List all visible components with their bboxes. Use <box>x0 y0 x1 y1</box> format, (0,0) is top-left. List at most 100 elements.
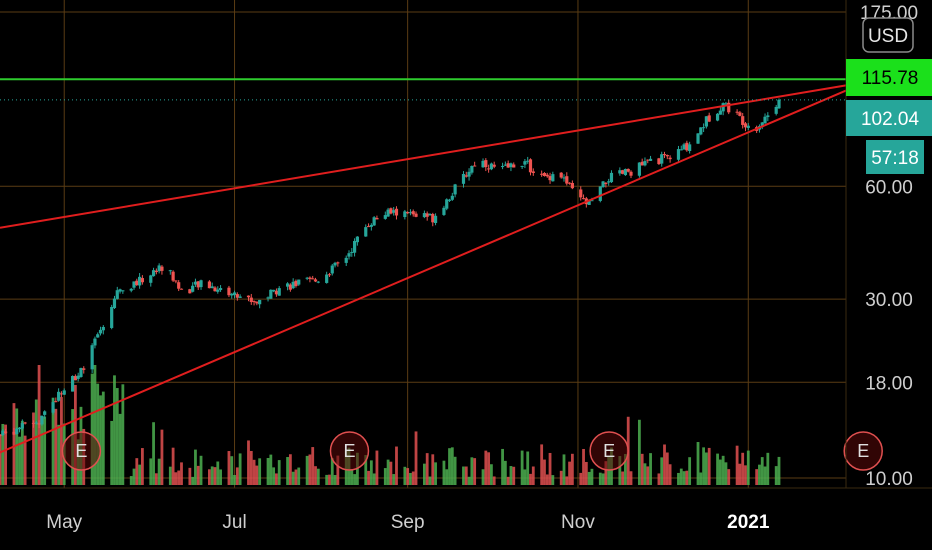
candle-body <box>763 116 767 124</box>
volume-bar <box>23 435 27 485</box>
volume-bar <box>34 399 38 485</box>
candle-body <box>715 113 720 121</box>
volume-bar <box>707 447 711 485</box>
candle-body <box>347 253 351 257</box>
volume-bar <box>490 464 493 485</box>
candle-body <box>210 286 214 289</box>
earnings-marker-label: E <box>857 441 869 461</box>
candle-body <box>489 163 494 170</box>
candle-body <box>562 177 566 179</box>
volume-bar <box>157 458 161 485</box>
currency-button-label[interactable]: USD <box>868 26 908 47</box>
candle-body <box>774 106 778 114</box>
candle-body <box>193 281 198 285</box>
candle-body <box>364 227 368 237</box>
candle-body <box>392 210 396 213</box>
candle-body <box>54 401 58 403</box>
volume-bar <box>716 453 719 485</box>
volume-bar <box>411 471 415 485</box>
candle-body <box>121 290 125 292</box>
candle-body <box>336 262 340 264</box>
candle-body <box>431 214 435 223</box>
drawing-lines[interactable] <box>0 78 847 454</box>
candle-body <box>481 160 485 168</box>
volume-bar <box>118 413 122 485</box>
volume-bar <box>314 466 317 485</box>
volume-bar <box>113 375 116 485</box>
volume-bar <box>288 454 292 485</box>
volume-bar <box>375 450 379 485</box>
last-price-badge <box>846 100 932 136</box>
volume-bar <box>744 465 747 485</box>
earnings-marker[interactable]: E <box>589 431 629 471</box>
candle-body <box>542 173 547 176</box>
volume-bar <box>601 473 605 485</box>
candle-body <box>168 270 172 272</box>
volume-bar <box>699 472 703 485</box>
volume-bar <box>227 451 231 485</box>
candle-body <box>623 168 628 176</box>
candle-body <box>288 284 292 290</box>
candle-body <box>621 170 625 174</box>
candle-body <box>662 154 667 156</box>
volume-bar <box>755 469 759 485</box>
volume-bar <box>353 474 356 485</box>
volume-bar <box>93 365 97 485</box>
candle-body <box>411 211 415 215</box>
volume-bar <box>492 476 496 485</box>
time-axis[interactable]: May Jul Sep Nov 2021 <box>46 512 770 533</box>
x-tick-label: Jul <box>222 512 246 533</box>
earnings-marker-circle <box>61 431 102 471</box>
volume-bar <box>425 453 429 485</box>
candle-body <box>188 289 192 294</box>
candle-body <box>355 236 359 243</box>
volume-bar <box>741 452 745 485</box>
candle-body <box>618 170 622 174</box>
earnings-marker[interactable]: E <box>843 431 883 471</box>
candle-body <box>626 168 630 172</box>
volume-bar <box>286 457 289 485</box>
volume-bar <box>266 457 270 485</box>
volume-bar <box>305 455 309 485</box>
earnings-marker-label: E <box>603 441 615 461</box>
candle-body <box>746 125 750 128</box>
volume-bar <box>428 476 432 485</box>
candle-body <box>272 289 276 292</box>
candle-body <box>327 274 332 276</box>
candle-body <box>442 207 446 215</box>
candle-body <box>760 122 764 128</box>
earnings-marker-circle <box>843 431 883 471</box>
candle-body <box>559 172 563 178</box>
candle-body <box>581 198 586 200</box>
volume-bar <box>649 453 652 485</box>
candle-body <box>112 298 117 309</box>
volume-bar <box>562 454 566 485</box>
volume-bar <box>646 466 650 485</box>
volume-bar <box>32 412 35 485</box>
candle-body <box>344 257 348 263</box>
upper-trendline-line <box>0 84 847 229</box>
volume-bar <box>481 469 485 485</box>
volume-bar <box>679 468 683 485</box>
volume-bar <box>570 453 574 485</box>
volume-bar <box>501 448 504 485</box>
volume-bar <box>543 459 546 485</box>
resistance-badge-label: 115.78 <box>862 68 919 89</box>
volume-bar <box>470 457 474 485</box>
earnings-marker[interactable]: E <box>329 431 370 471</box>
earnings-marker[interactable]: E <box>61 431 102 471</box>
price-badges: 115.78 102.04 57:18 <box>846 59 932 174</box>
volume-bar <box>336 455 340 485</box>
volume-bar <box>724 462 728 485</box>
volume-bar <box>272 467 276 485</box>
candle-body <box>213 287 217 292</box>
currency-button-frame[interactable] <box>862 17 914 53</box>
candle-body <box>727 102 731 113</box>
currency-button[interactable]: USD <box>862 17 914 53</box>
candle-body <box>93 338 97 346</box>
volume-bar <box>51 397 55 485</box>
volume-bar <box>196 465 200 485</box>
